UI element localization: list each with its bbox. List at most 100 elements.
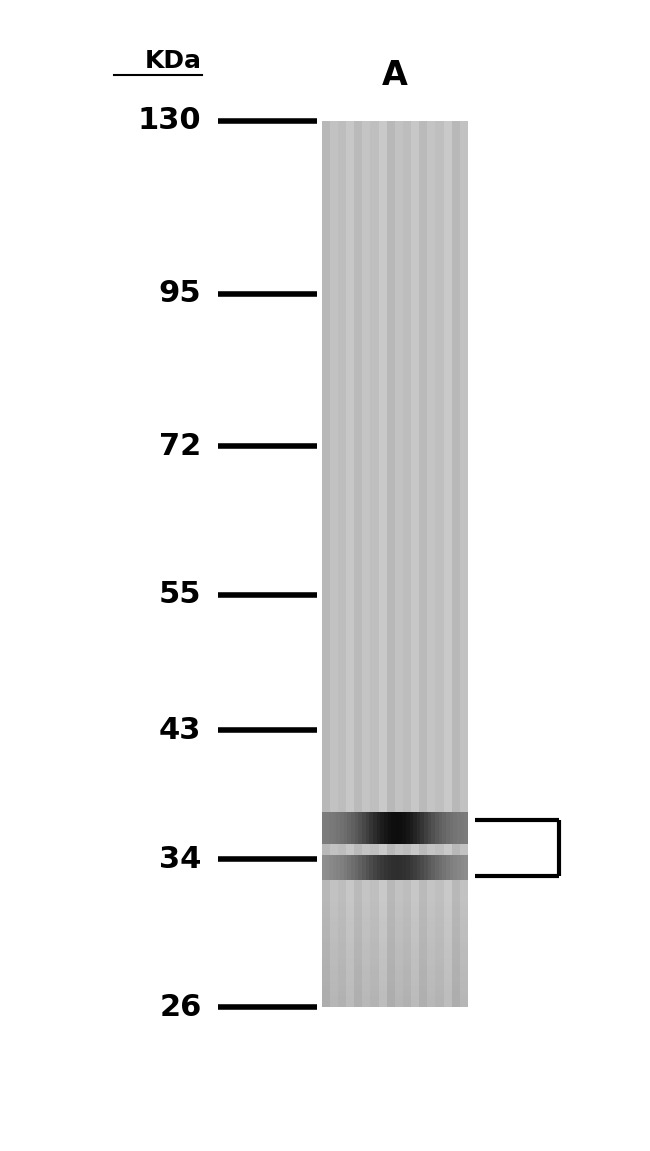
Text: 34: 34 bbox=[159, 845, 202, 874]
Bar bbox=[354, 121, 363, 1007]
Bar bbox=[344, 811, 347, 844]
Bar bbox=[322, 991, 468, 997]
Bar bbox=[351, 811, 355, 844]
Bar bbox=[413, 811, 417, 844]
Bar bbox=[322, 1001, 468, 1007]
Bar bbox=[322, 912, 468, 916]
Bar bbox=[402, 811, 406, 844]
Bar bbox=[457, 855, 461, 881]
Bar bbox=[369, 855, 373, 881]
Bar bbox=[428, 855, 432, 881]
Bar bbox=[346, 121, 354, 1007]
Bar bbox=[435, 855, 439, 881]
Bar bbox=[322, 811, 326, 844]
Bar bbox=[450, 855, 454, 881]
Bar bbox=[333, 811, 337, 844]
Bar bbox=[322, 970, 468, 975]
Bar bbox=[322, 922, 468, 928]
Bar bbox=[322, 965, 468, 970]
Bar bbox=[443, 121, 452, 1007]
Bar bbox=[347, 811, 351, 844]
Bar bbox=[439, 811, 443, 844]
Bar bbox=[435, 811, 439, 844]
Bar bbox=[398, 811, 402, 844]
Bar bbox=[461, 855, 464, 881]
Bar bbox=[417, 855, 421, 881]
Bar bbox=[333, 855, 337, 881]
Bar bbox=[365, 811, 369, 844]
Bar bbox=[417, 811, 421, 844]
Text: 95: 95 bbox=[159, 279, 202, 308]
Bar bbox=[337, 811, 340, 844]
Bar bbox=[322, 959, 468, 965]
Text: 26: 26 bbox=[159, 992, 202, 1022]
Bar bbox=[411, 121, 419, 1007]
Bar bbox=[391, 811, 395, 844]
Bar bbox=[387, 855, 391, 881]
Text: KDa: KDa bbox=[144, 48, 202, 73]
Bar bbox=[337, 855, 340, 881]
Bar bbox=[380, 811, 384, 844]
Text: 55: 55 bbox=[159, 580, 202, 609]
Bar bbox=[373, 855, 376, 881]
Bar bbox=[355, 855, 358, 881]
Bar bbox=[446, 811, 450, 844]
Bar bbox=[387, 811, 391, 844]
Bar bbox=[344, 855, 347, 881]
Bar bbox=[410, 855, 413, 881]
Bar bbox=[322, 954, 468, 959]
Bar bbox=[322, 981, 468, 986]
Bar bbox=[452, 121, 460, 1007]
Bar bbox=[436, 121, 443, 1007]
Bar bbox=[419, 121, 428, 1007]
Bar bbox=[376, 855, 380, 881]
Text: 130: 130 bbox=[138, 106, 202, 136]
Bar bbox=[322, 975, 468, 981]
Bar bbox=[380, 855, 384, 881]
Bar bbox=[402, 855, 406, 881]
Bar bbox=[326, 855, 329, 881]
Bar bbox=[421, 855, 424, 881]
Bar bbox=[395, 855, 398, 881]
Text: 43: 43 bbox=[159, 716, 202, 745]
Bar bbox=[464, 811, 468, 844]
Bar bbox=[378, 121, 387, 1007]
Bar bbox=[362, 855, 365, 881]
Bar bbox=[351, 855, 355, 881]
Bar bbox=[326, 811, 329, 844]
Bar bbox=[322, 928, 468, 932]
Bar bbox=[322, 901, 468, 906]
Bar bbox=[413, 855, 417, 881]
Bar bbox=[443, 811, 446, 844]
Bar bbox=[338, 121, 346, 1007]
Bar bbox=[450, 811, 454, 844]
Bar bbox=[432, 811, 435, 844]
Bar bbox=[446, 855, 450, 881]
Bar bbox=[347, 855, 351, 881]
Bar bbox=[365, 855, 369, 881]
Bar bbox=[439, 855, 443, 881]
Bar bbox=[340, 811, 344, 844]
Bar bbox=[329, 811, 333, 844]
Bar bbox=[461, 811, 464, 844]
Bar bbox=[322, 932, 468, 938]
Bar bbox=[432, 855, 435, 881]
Bar bbox=[424, 855, 428, 881]
Bar bbox=[330, 121, 338, 1007]
Bar bbox=[362, 811, 365, 844]
Bar bbox=[322, 916, 468, 922]
Bar bbox=[322, 906, 468, 912]
Bar bbox=[395, 811, 398, 844]
Bar bbox=[421, 811, 424, 844]
Bar bbox=[443, 855, 446, 881]
Bar bbox=[369, 811, 373, 844]
Bar bbox=[403, 121, 411, 1007]
Bar bbox=[406, 855, 410, 881]
Bar bbox=[322, 944, 468, 948]
Bar bbox=[322, 938, 468, 944]
Bar bbox=[340, 855, 344, 881]
Bar bbox=[464, 855, 468, 881]
Bar bbox=[322, 948, 468, 954]
Bar bbox=[355, 811, 358, 844]
Bar bbox=[376, 811, 380, 844]
